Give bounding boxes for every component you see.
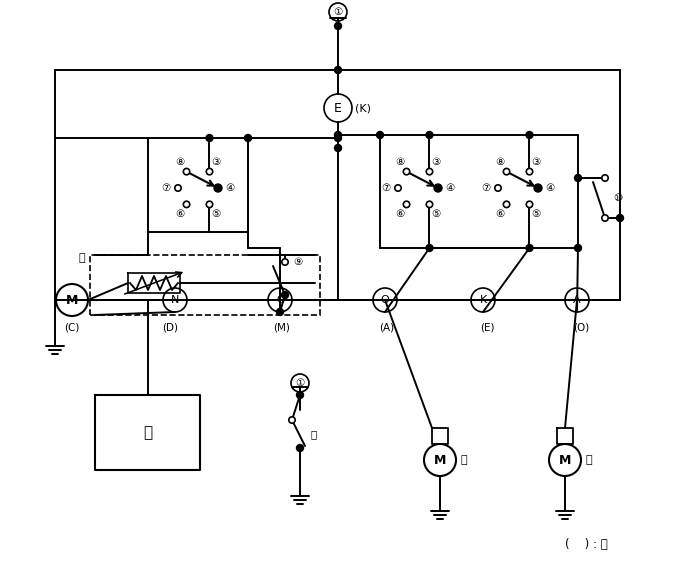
Text: ⑫: ⑫: [460, 455, 466, 465]
Circle shape: [426, 132, 433, 139]
Circle shape: [335, 135, 341, 141]
Text: ⑨: ⑨: [293, 257, 302, 267]
Text: N: N: [171, 295, 180, 305]
Text: (O): (O): [573, 322, 589, 332]
Text: ④: ④: [545, 183, 555, 193]
Circle shape: [617, 215, 624, 222]
Text: ⑦: ⑦: [381, 183, 390, 193]
Text: K: K: [479, 295, 487, 305]
Circle shape: [426, 169, 432, 175]
Circle shape: [503, 169, 510, 175]
Circle shape: [184, 201, 190, 207]
Circle shape: [575, 244, 581, 252]
Text: (    ) : ⑯: ( ) : ⑯: [565, 538, 608, 552]
Circle shape: [602, 215, 608, 221]
Text: E: E: [334, 102, 342, 115]
Text: (A): (A): [379, 322, 394, 332]
Text: ⑤: ⑤: [532, 209, 541, 219]
Text: M: M: [66, 294, 78, 307]
Circle shape: [526, 132, 533, 139]
Text: C: C: [276, 295, 284, 305]
Text: M: M: [559, 453, 571, 466]
Circle shape: [534, 184, 542, 192]
Circle shape: [282, 259, 288, 265]
Text: ⑦: ⑦: [161, 183, 171, 193]
Text: ③: ③: [432, 157, 441, 167]
Circle shape: [245, 135, 252, 141]
Circle shape: [435, 185, 441, 191]
Circle shape: [495, 185, 501, 191]
Circle shape: [403, 201, 410, 207]
Circle shape: [335, 144, 341, 152]
Circle shape: [175, 185, 181, 191]
Text: ③: ③: [211, 157, 221, 167]
Circle shape: [434, 184, 442, 192]
Text: (C): (C): [65, 322, 80, 332]
Circle shape: [426, 201, 432, 207]
Text: ⑤: ⑤: [432, 209, 441, 219]
Circle shape: [296, 445, 303, 452]
Text: (E): (E): [480, 322, 494, 332]
Text: ⑭: ⑭: [78, 253, 85, 263]
Text: ⑧: ⑧: [175, 157, 184, 167]
Text: O: O: [381, 295, 390, 305]
Circle shape: [289, 417, 295, 423]
Circle shape: [575, 174, 581, 182]
Circle shape: [526, 244, 533, 252]
Circle shape: [215, 185, 221, 191]
Circle shape: [395, 185, 401, 191]
Text: ④: ④: [445, 183, 455, 193]
Text: ⑧: ⑧: [495, 157, 505, 167]
Circle shape: [335, 132, 341, 139]
Circle shape: [426, 244, 433, 252]
Text: ⑦: ⑦: [481, 183, 491, 193]
Circle shape: [277, 308, 284, 315]
Text: ⑧: ⑧: [395, 157, 405, 167]
Text: ⑥: ⑥: [495, 209, 505, 219]
Circle shape: [214, 184, 222, 192]
Circle shape: [335, 23, 341, 30]
Text: ⑥: ⑥: [175, 209, 184, 219]
Text: ⑪: ⑪: [310, 429, 316, 439]
Text: ⑩: ⑩: [613, 193, 622, 203]
Text: ④: ④: [225, 183, 235, 193]
Text: ⑥: ⑥: [395, 209, 405, 219]
Circle shape: [206, 135, 213, 141]
Text: A: A: [573, 295, 581, 305]
Bar: [90, 255, 320, 315]
Text: (K): (K): [355, 103, 371, 113]
Circle shape: [206, 169, 213, 175]
Circle shape: [403, 169, 410, 175]
Circle shape: [282, 291, 288, 299]
Circle shape: [206, 201, 213, 207]
Text: ⑮: ⑮: [143, 425, 152, 440]
Text: ①: ①: [333, 7, 343, 17]
Text: ③: ③: [532, 157, 541, 167]
Circle shape: [503, 201, 510, 207]
Text: ①: ①: [295, 378, 305, 388]
Text: (D): (D): [162, 322, 178, 332]
Text: ⑬: ⑬: [585, 455, 592, 465]
Circle shape: [602, 175, 608, 181]
Text: (M): (M): [273, 322, 290, 332]
Circle shape: [526, 201, 532, 207]
Text: ⑤: ⑤: [211, 209, 221, 219]
Circle shape: [534, 185, 541, 191]
Circle shape: [377, 132, 384, 139]
Circle shape: [526, 169, 532, 175]
Circle shape: [296, 391, 303, 399]
Circle shape: [335, 66, 341, 73]
Text: M: M: [434, 453, 446, 466]
Circle shape: [184, 169, 190, 175]
